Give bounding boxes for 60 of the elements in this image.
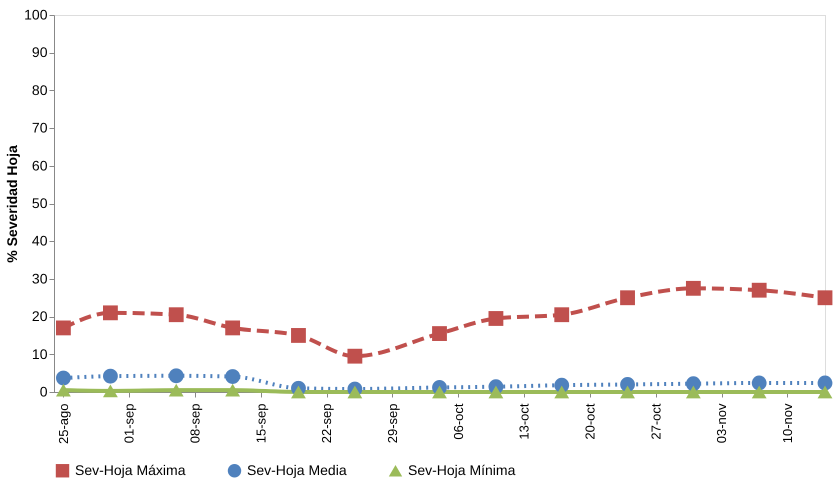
x-tick-label: 20-oct <box>582 403 598 440</box>
point <box>56 384 71 397</box>
point <box>554 386 570 398</box>
point <box>347 348 362 364</box>
x-tick-label: 22-sep <box>319 404 334 444</box>
y-tick-label: 50 <box>32 195 48 211</box>
y-axis-title: % Severidad Hoja <box>4 145 20 263</box>
y-tick-label: 100 <box>24 6 48 22</box>
x-tick-label: 01-sep <box>122 404 137 444</box>
x-tick-label: 27-oct <box>648 403 664 440</box>
point <box>752 282 767 298</box>
point <box>686 280 701 296</box>
point <box>291 386 306 398</box>
x-tick-label: 15-sep <box>253 404 268 444</box>
point <box>225 384 240 397</box>
point <box>103 305 118 320</box>
y-tick-label: 0 <box>40 384 48 400</box>
y-tick-label: 90 <box>32 44 48 60</box>
y-tick-label: 10 <box>32 346 48 362</box>
x-tick-label: 13-oct <box>516 403 532 440</box>
point <box>818 290 832 306</box>
x-tick-label: 08-sep <box>188 404 203 444</box>
point <box>488 386 504 398</box>
point <box>818 386 832 398</box>
point <box>686 376 701 392</box>
point <box>347 386 362 398</box>
point <box>620 386 635 398</box>
x-tick-label: 29-sep <box>384 404 400 444</box>
legend-label: Sev-Hoja Máxima <box>75 462 186 478</box>
point <box>752 376 767 390</box>
point <box>488 311 504 326</box>
point <box>752 386 767 398</box>
point <box>818 376 832 390</box>
point <box>168 307 184 322</box>
point <box>168 368 184 384</box>
point <box>103 384 118 398</box>
point <box>291 328 306 343</box>
point <box>686 386 701 398</box>
legend-label: Sev-Hoja Media <box>247 462 347 478</box>
point <box>225 369 240 384</box>
x-tick-label: 03-nov <box>714 403 730 444</box>
y-tick-label: 60 <box>32 157 48 174</box>
y-tick-label: 80 <box>32 82 48 98</box>
point <box>56 320 71 336</box>
point <box>225 320 240 336</box>
y-tick-label: 30 <box>32 270 48 286</box>
y-tick-label: 20 <box>32 308 48 324</box>
point <box>103 368 118 384</box>
x-tick-label: 25-ago <box>56 404 71 444</box>
x-tick-label: 10-nov <box>780 403 795 444</box>
point <box>168 384 184 397</box>
point <box>432 386 447 398</box>
point <box>620 290 635 306</box>
x-tick-label: 06-oct <box>450 403 466 440</box>
point <box>554 307 570 322</box>
point <box>56 370 71 386</box>
point <box>432 326 447 341</box>
legend-label: Sev-Hoja Mínima <box>408 462 516 478</box>
y-tick-label: 70 <box>32 120 48 136</box>
y-tick-label: 40 <box>32 232 48 249</box>
